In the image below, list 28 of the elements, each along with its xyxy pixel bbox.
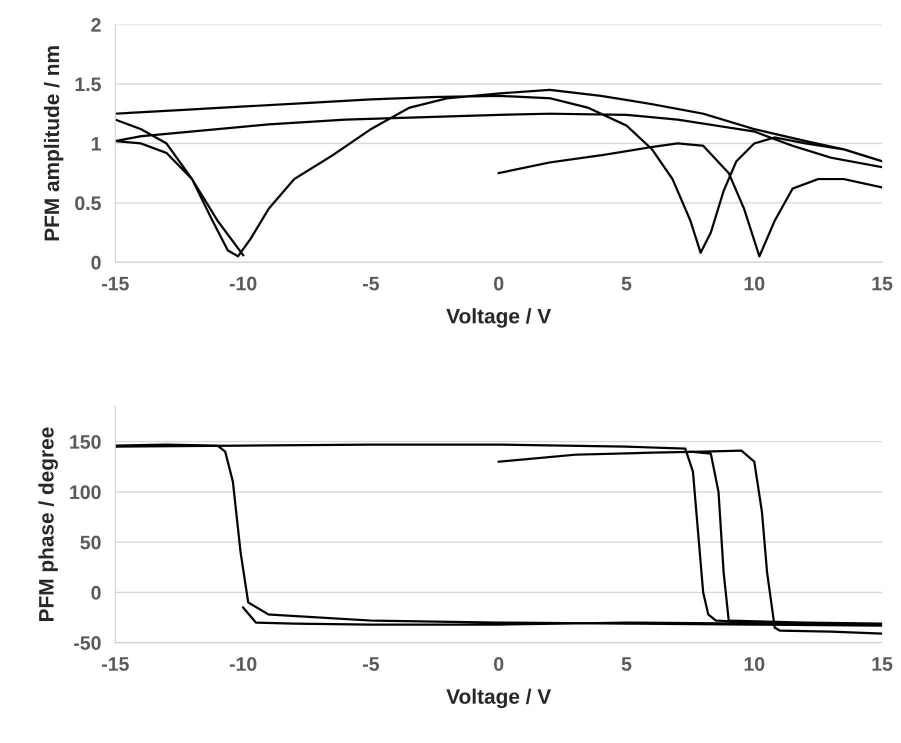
x-tick-label: -10 [230,657,256,671]
y-tick-label: 2 [91,18,101,32]
x-tick-label: 10 [744,276,764,290]
y-axis-title: PFM amplitude / nm [44,46,64,240]
x-tick-label: 15 [872,276,892,290]
x-tick-label: 10 [744,657,764,671]
x-tick-label: -5 [363,657,380,671]
x-tick-label: -15 [102,276,129,290]
y-tick-label: 150 [70,435,101,449]
y-tick-label: 1.5 [76,78,101,92]
x-tick-label: 5 [622,276,632,290]
x-tick-label: 5 [622,657,632,671]
x-tick-label: 0 [494,657,504,671]
x-tick-label: -10 [230,276,256,290]
y-axis-title: PFM phase / degree [38,427,58,621]
y-tick-label: 0.5 [75,196,101,210]
x-tick-label: -5 [363,276,380,290]
y-tick-label: 0 [91,586,101,600]
y-tick-label: 1 [92,137,101,150]
x-axis-title: Voltage / V [446,308,552,328]
x-tick-label: -15 [102,657,129,671]
y-tick-label: 0 [91,256,101,270]
x-axis-title: Voltage / V [446,688,552,708]
y-tick-label: 50 [80,536,101,550]
y-tick-label: -50 [74,636,101,650]
x-tick-label: 0 [494,276,504,290]
y-tick-label: 100 [70,485,101,500]
x-tick-label: 15 [872,657,892,671]
